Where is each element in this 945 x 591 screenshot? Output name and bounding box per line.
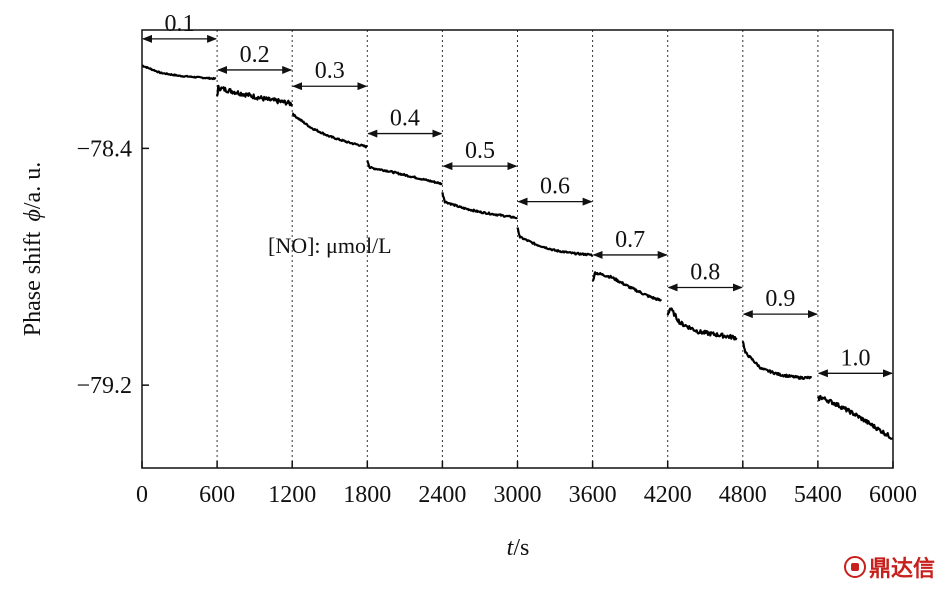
concentration-label: 0.9 bbox=[765, 286, 795, 312]
trace-segment bbox=[366, 160, 443, 186]
concentration-label: 0.6 bbox=[540, 174, 570, 200]
concentration-label: 0.2 bbox=[240, 42, 270, 68]
trace-segment bbox=[216, 84, 294, 107]
trace-segment bbox=[291, 112, 369, 149]
x-axis-ticks: 0 600 1200 1800 2400 3000 3600 4200 4800 5400 6000 bbox=[136, 461, 917, 508]
injection-gridlines bbox=[216, 30, 819, 468]
y-tick-label: −79.2 bbox=[76, 373, 132, 399]
trace-segment bbox=[666, 307, 738, 341]
watermark-logo: 鼎达信 bbox=[843, 551, 935, 583]
concentration-label: 0.5 bbox=[465, 138, 495, 164]
concentration-intervals: 0.1 0.2 0.3 0.4 0.5 0.6 0.7 0.8 0.9 1.0 bbox=[142, 11, 893, 378]
x-tick-label: 3600 bbox=[569, 482, 617, 508]
x-tick-label: 0 bbox=[136, 482, 148, 508]
concentration-label: 0.4 bbox=[390, 106, 420, 132]
trace-segment bbox=[591, 271, 663, 302]
trace-segment bbox=[441, 192, 518, 220]
watermark-text: 鼎达信 bbox=[868, 557, 935, 582]
trace-segment bbox=[141, 64, 217, 81]
y-axis-title: Phase shiftϕ/a. u. bbox=[20, 162, 46, 336]
concentration-label: 0.1 bbox=[165, 11, 195, 37]
watermark-seal-icon bbox=[843, 556, 866, 578]
x-tick-label: 4200 bbox=[644, 482, 692, 508]
x-tick-label: 1800 bbox=[343, 482, 391, 508]
phase-shift-trace bbox=[141, 64, 894, 440]
trace-segment bbox=[816, 394, 894, 440]
x-tick-label: 5400 bbox=[794, 482, 842, 508]
x-tick-label: 4800 bbox=[719, 482, 767, 508]
x-tick-label: 600 bbox=[199, 482, 235, 508]
x-tick-label: 3000 bbox=[494, 482, 542, 508]
x-tick-label: 2400 bbox=[418, 482, 466, 508]
trace-segment bbox=[741, 340, 813, 380]
concentration-label: 0.3 bbox=[315, 58, 345, 84]
y-axis-ticks: −78.4 −79.2 bbox=[76, 136, 149, 399]
concentration-label: 0.7 bbox=[615, 227, 645, 253]
concentration-unit-annotation: [NO]: μmol/L bbox=[268, 233, 392, 258]
x-tick-label: 1200 bbox=[268, 482, 316, 508]
trace-segment bbox=[516, 227, 594, 257]
y-tick-label: −78.4 bbox=[76, 136, 132, 162]
concentration-label: 0.8 bbox=[690, 259, 720, 285]
concentration-label: 1.0 bbox=[840, 345, 870, 371]
x-tick-label: 6000 bbox=[869, 482, 917, 508]
x-axis-title: t/s bbox=[507, 535, 530, 561]
